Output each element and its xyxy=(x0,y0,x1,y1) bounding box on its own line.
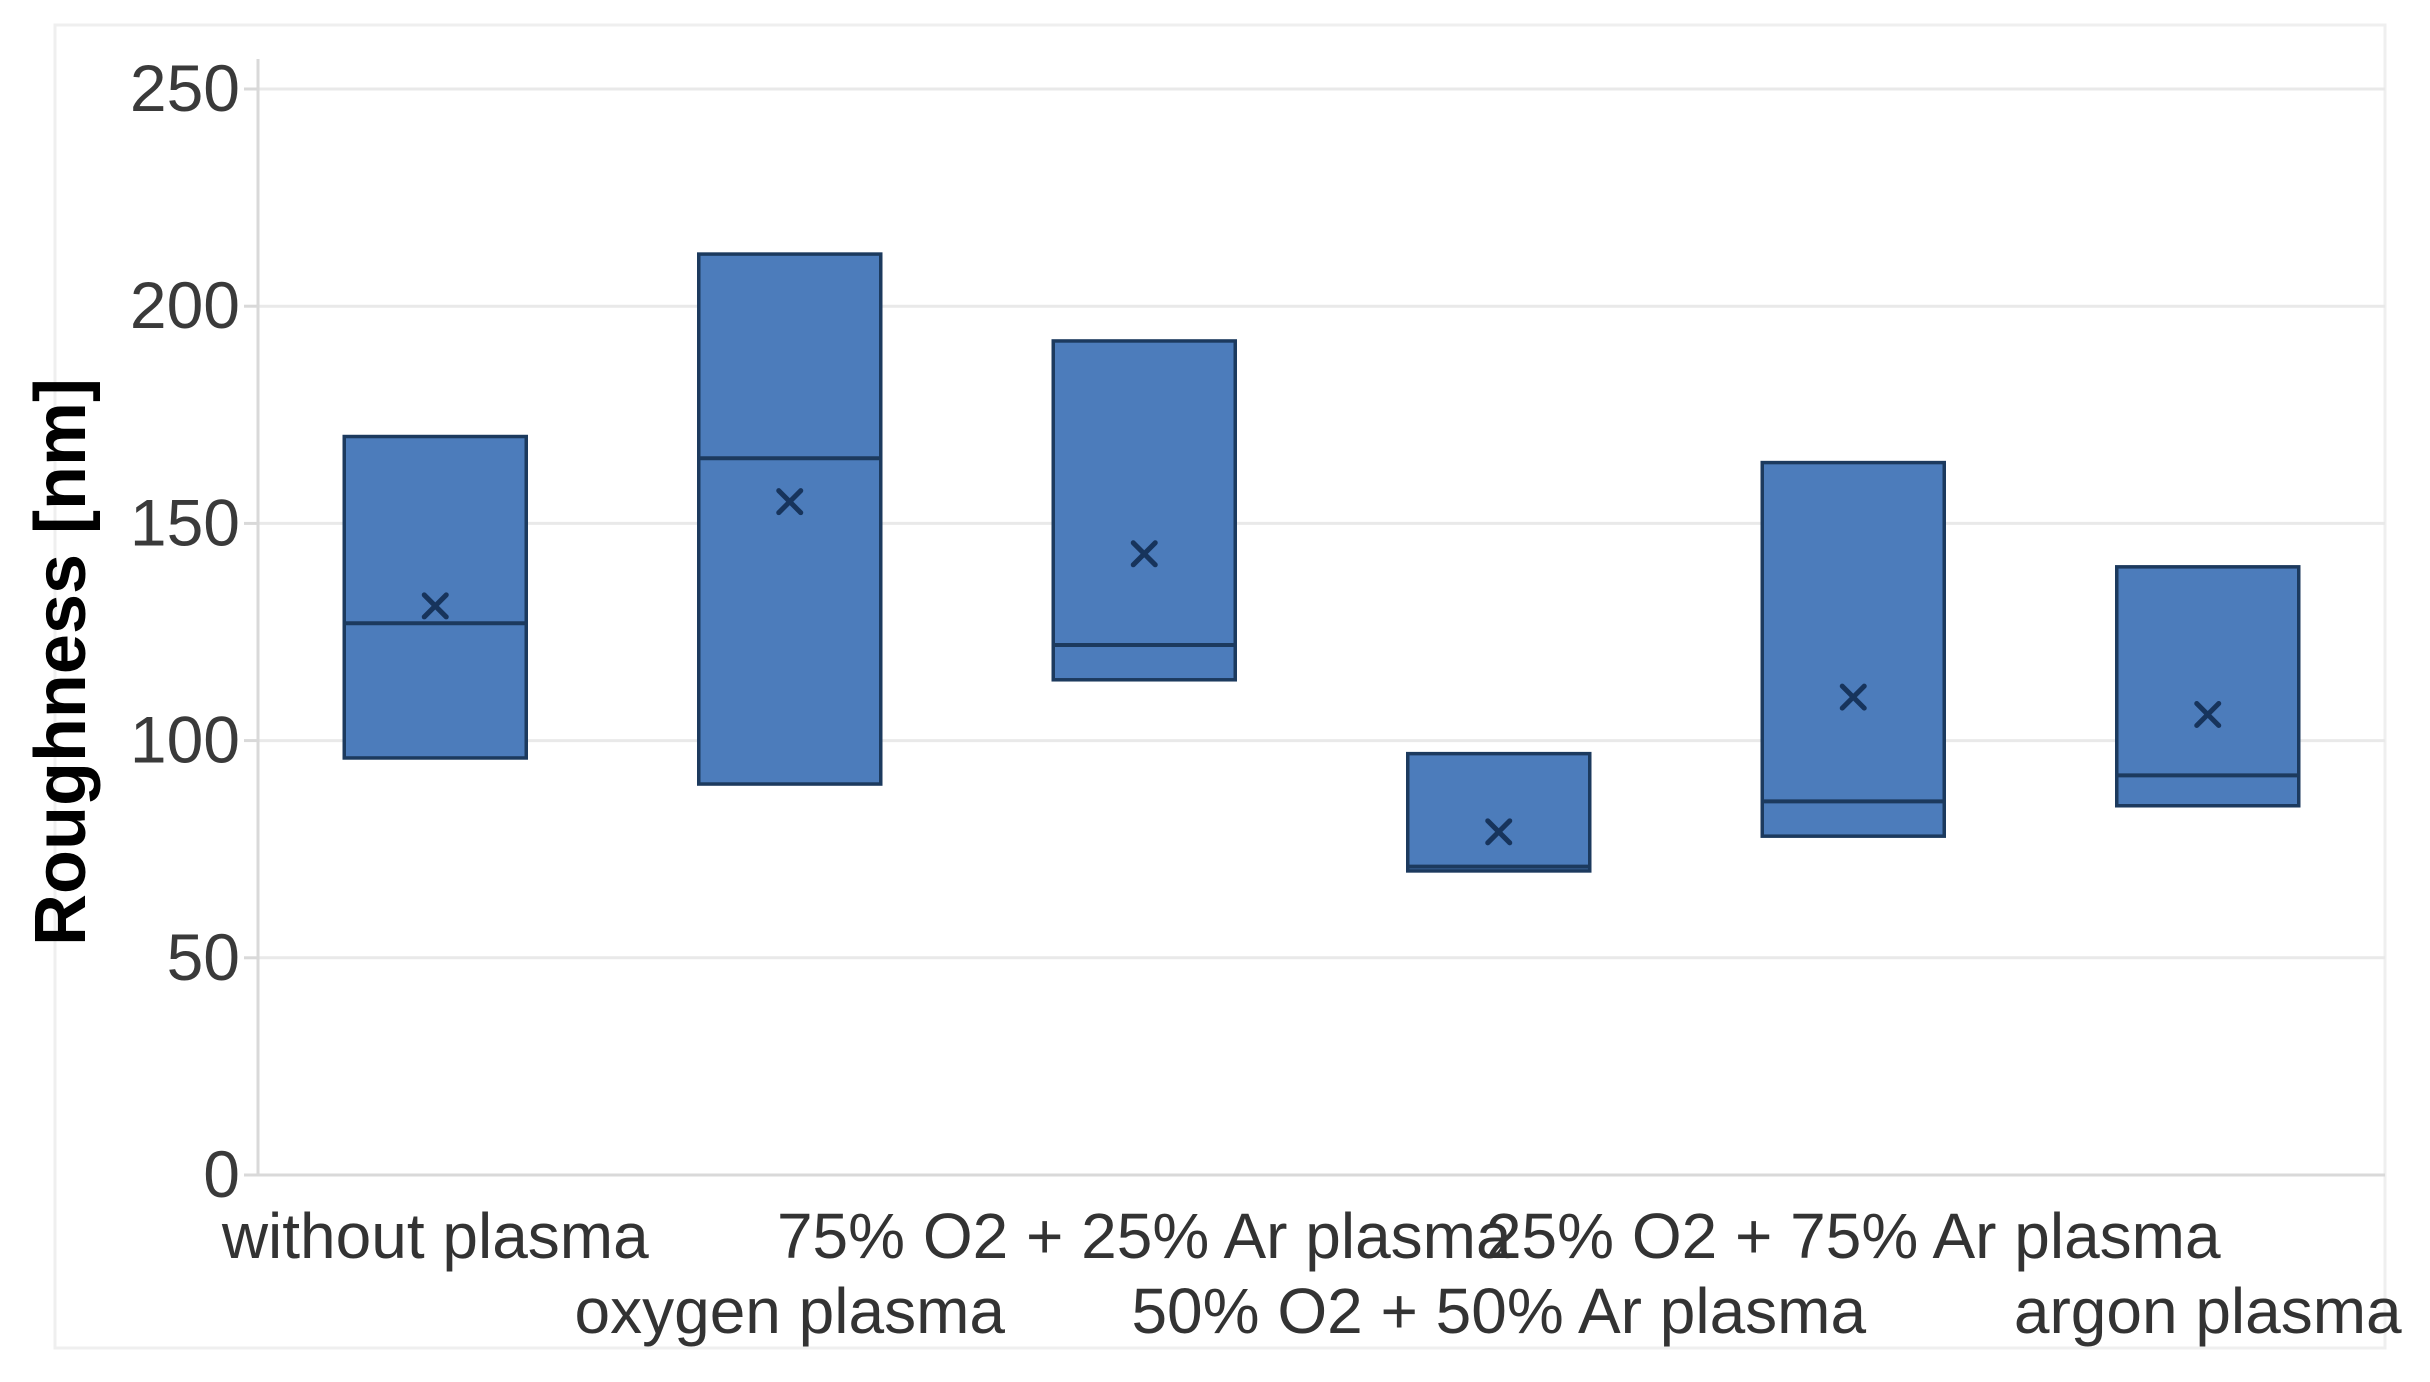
mean-marker xyxy=(421,592,449,620)
mean-marker xyxy=(776,488,804,516)
box xyxy=(1406,751,1592,873)
category-label: 25% O2 + 75% Ar plasma xyxy=(1486,1200,2221,1272)
y-tick-label: 150 xyxy=(130,485,240,559)
mean-marker xyxy=(1130,540,1158,568)
chart-frame xyxy=(53,23,2387,1350)
box xyxy=(342,434,528,760)
category-label: oxygen plasma xyxy=(575,1275,1006,1347)
y-tick-label: 0 xyxy=(203,1137,240,1211)
y-tick-label: 100 xyxy=(130,703,240,777)
box xyxy=(697,252,883,786)
mean-marker xyxy=(1485,818,1513,846)
y-tick-label: 250 xyxy=(130,51,240,125)
mean-marker xyxy=(2194,701,2222,729)
category-label: without plasma xyxy=(221,1200,649,1272)
box xyxy=(1051,339,1237,682)
category-label: argon plasma xyxy=(2014,1275,2402,1347)
category-label: 75% O2 + 25% Ar plasma xyxy=(777,1200,1512,1272)
y-axis-title: Roughness [nm] xyxy=(21,378,101,946)
category-label: 50% O2 + 50% Ar plasma xyxy=(1131,1275,1866,1347)
mean-marker xyxy=(1839,683,1867,711)
box xyxy=(1760,460,1946,838)
y-tick-label: 200 xyxy=(130,268,240,342)
y-tick-label: 50 xyxy=(167,920,240,994)
box xyxy=(2115,565,2301,808)
